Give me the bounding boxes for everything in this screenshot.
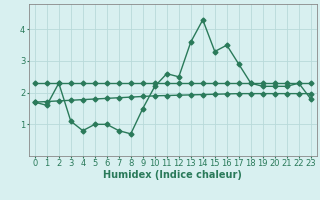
X-axis label: Humidex (Indice chaleur): Humidex (Indice chaleur)	[103, 170, 242, 180]
